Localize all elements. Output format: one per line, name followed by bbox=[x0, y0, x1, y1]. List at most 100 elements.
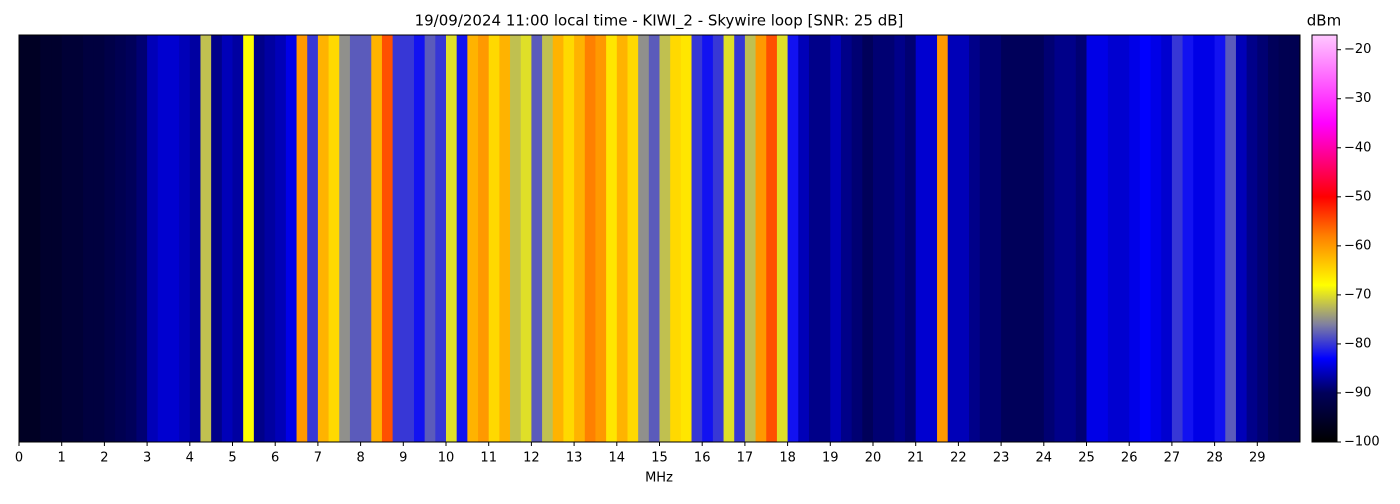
spectrum-band bbox=[958, 35, 970, 442]
spectrum-band bbox=[584, 35, 596, 442]
colorbar-tick-label: −50 bbox=[1344, 189, 1371, 204]
spectrum-band bbox=[723, 35, 735, 442]
x-tick-label: 12 bbox=[523, 451, 540, 466]
colorbar-tick-label: −90 bbox=[1344, 385, 1371, 400]
spectrum-band bbox=[1171, 35, 1184, 442]
spectrum-band bbox=[659, 35, 671, 442]
x-tick-label: 6 bbox=[271, 451, 279, 466]
spectrum-band bbox=[873, 35, 885, 442]
x-tick-label: 26 bbox=[1121, 451, 1138, 466]
spectrum-band bbox=[1246, 35, 1258, 442]
spectrum-band bbox=[1129, 35, 1141, 442]
spectrum-band bbox=[883, 35, 895, 442]
x-tick-label: 5 bbox=[228, 451, 236, 466]
x-tick-label: 9 bbox=[399, 451, 407, 466]
spectrum-band bbox=[360, 35, 372, 442]
spectrum-band bbox=[1289, 35, 1301, 442]
spectrum-band bbox=[1043, 35, 1055, 442]
spectrum-band bbox=[905, 35, 917, 442]
x-tick-label: 19 bbox=[822, 451, 839, 466]
x-tick-label: 0 bbox=[15, 451, 23, 466]
spectrum-band bbox=[296, 35, 308, 442]
colorbar-tick-label: −60 bbox=[1344, 238, 1371, 253]
spectrum-band bbox=[1118, 35, 1130, 442]
spectrum-band bbox=[1161, 35, 1173, 442]
spectrum-band bbox=[328, 35, 340, 442]
spectrum-band bbox=[115, 35, 127, 442]
spectrum-band bbox=[787, 35, 799, 442]
spectrum-band bbox=[680, 35, 693, 442]
spectrum-band bbox=[307, 35, 319, 442]
spectrum-band bbox=[61, 35, 73, 442]
spectrum-band bbox=[93, 35, 105, 442]
x-tick-label: 7 bbox=[314, 451, 322, 466]
spectrum-band bbox=[211, 35, 223, 442]
spectrum-band bbox=[851, 35, 863, 442]
spectrum-band bbox=[1225, 35, 1237, 442]
x-tick-label: 14 bbox=[609, 451, 626, 466]
spectrum-band bbox=[72, 35, 84, 442]
spectrum-band bbox=[1054, 35, 1066, 442]
spectrum-band bbox=[1086, 35, 1098, 442]
x-tick-label: 27 bbox=[1164, 451, 1181, 466]
spectrum-band bbox=[478, 35, 490, 442]
spectrum-band bbox=[1022, 35, 1034, 442]
spectrum-band bbox=[595, 35, 607, 442]
x-tick-label: 24 bbox=[1036, 451, 1053, 466]
x-tick-label: 10 bbox=[438, 451, 455, 466]
x-tick-label: 21 bbox=[907, 451, 924, 466]
spectrum-band bbox=[542, 35, 554, 442]
spectrum-band bbox=[606, 35, 618, 442]
spectrum-band bbox=[563, 35, 575, 442]
spectrum-band bbox=[285, 35, 298, 442]
spectrum-band bbox=[19, 35, 31, 442]
x-tick-label: 11 bbox=[480, 451, 497, 466]
spectrum-band bbox=[179, 35, 191, 442]
spectrum-band bbox=[616, 35, 628, 442]
spectrum-band bbox=[670, 35, 682, 442]
colorbar bbox=[1311, 34, 1338, 443]
colorbar-label: dBm bbox=[1307, 12, 1341, 30]
x-tick-label: 22 bbox=[950, 451, 967, 466]
spectrum-band bbox=[1267, 35, 1280, 442]
spectrum-band bbox=[776, 35, 789, 442]
spectrum-band bbox=[510, 35, 522, 442]
spectrum-band bbox=[339, 35, 351, 442]
spectrum-band bbox=[488, 35, 500, 442]
spectrum-band bbox=[51, 35, 63, 442]
spectrum-band bbox=[1193, 35, 1205, 442]
spectrum-band bbox=[840, 35, 853, 442]
spectrum-band bbox=[1033, 35, 1045, 442]
x-tick-label: 4 bbox=[186, 451, 194, 466]
spectrum-band bbox=[392, 35, 404, 442]
spectrum-band bbox=[371, 35, 383, 442]
spectrum-band bbox=[574, 35, 586, 442]
spectrum-band bbox=[702, 35, 714, 442]
spectrum-band bbox=[381, 35, 394, 442]
spectrum-band bbox=[531, 35, 543, 442]
spectrum-band bbox=[520, 35, 532, 442]
x-tick-label: 3 bbox=[143, 451, 151, 466]
spectrum-band bbox=[798, 35, 810, 442]
x-tick-label: 2 bbox=[100, 451, 108, 466]
colorbar-tick-label: −100 bbox=[1344, 435, 1380, 450]
spectrum-band bbox=[744, 35, 757, 442]
spectrum-band bbox=[221, 35, 233, 442]
spectrum-band bbox=[264, 35, 276, 442]
spectrum-band bbox=[830, 35, 842, 442]
x-tick-label: 13 bbox=[566, 451, 583, 466]
spectrum-band bbox=[424, 35, 436, 442]
spectrum-band bbox=[413, 35, 426, 442]
spectrum-band bbox=[1107, 35, 1120, 442]
spectrum-band bbox=[435, 35, 447, 442]
spectrum-band bbox=[1001, 35, 1013, 442]
spectrum-band bbox=[1235, 35, 1248, 442]
spectrum-band bbox=[1139, 35, 1152, 442]
colorbar-tick-label: −40 bbox=[1344, 140, 1371, 155]
spectrum-band bbox=[243, 35, 255, 442]
spectrum-band bbox=[1065, 35, 1077, 442]
spectrum-band bbox=[253, 35, 266, 442]
spectrum-band bbox=[275, 35, 287, 442]
colorbar-tick-label: −70 bbox=[1344, 287, 1371, 302]
